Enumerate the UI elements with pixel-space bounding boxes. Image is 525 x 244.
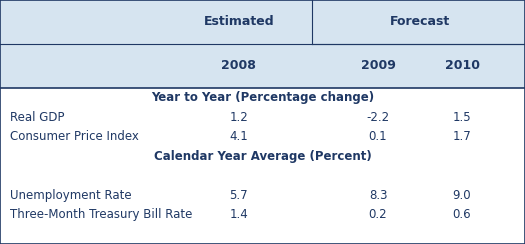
Text: 1.4: 1.4 (229, 208, 248, 221)
Text: 0.2: 0.2 (369, 208, 387, 221)
Text: Estimated: Estimated (204, 15, 274, 29)
Text: Calendar Year Average (Percent): Calendar Year Average (Percent) (154, 150, 371, 163)
Text: Real GDP: Real GDP (10, 111, 65, 124)
Text: 5.7: 5.7 (229, 189, 248, 202)
Text: 0.6: 0.6 (453, 208, 471, 221)
Text: 0.1: 0.1 (369, 130, 387, 143)
Text: Year to Year (Percentage change): Year to Year (Percentage change) (151, 91, 374, 104)
Bar (0, 88, 525, 244)
Text: 1.5: 1.5 (453, 111, 471, 124)
Text: Forecast: Forecast (390, 15, 450, 29)
Text: 2009: 2009 (361, 59, 395, 72)
Text: 4.1: 4.1 (229, 130, 248, 143)
Text: 2010: 2010 (445, 59, 479, 72)
Bar (0, 0, 525, 88)
Text: 9.0: 9.0 (453, 189, 471, 202)
Text: 1.2: 1.2 (229, 111, 248, 124)
Text: Three-Month Treasury Bill Rate: Three-Month Treasury Bill Rate (10, 208, 193, 221)
Text: 2008: 2008 (222, 59, 256, 72)
Text: 8.3: 8.3 (369, 189, 387, 202)
Text: -2.2: -2.2 (366, 111, 390, 124)
Text: 1.7: 1.7 (453, 130, 471, 143)
Text: Unemployment Rate: Unemployment Rate (10, 189, 132, 202)
Text: Consumer Price Index: Consumer Price Index (10, 130, 139, 143)
